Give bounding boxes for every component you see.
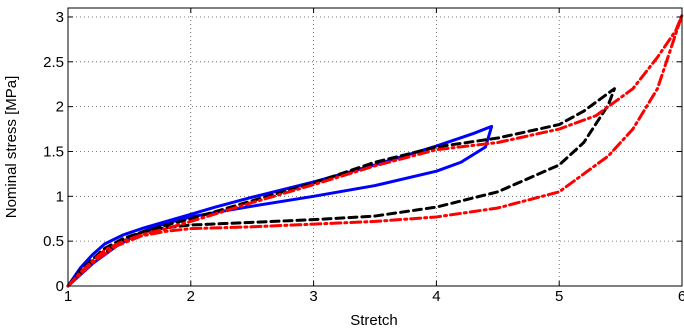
x-tick-label: 4 [432,288,440,305]
y-tick-label: 0.5 [43,233,64,250]
x-tick-label: 1 [64,288,72,305]
series-line-solid [66,124,494,288]
plot-frame [67,7,683,287]
plot-background [68,8,682,286]
series-line-dashed [66,87,616,288]
series-line-dashdot [66,13,684,288]
x-axis-label: Stretch [350,312,398,328]
x-tick-label: 2 [187,288,195,305]
y-tick-label: 2 [56,99,64,116]
x-tick-label: 3 [309,288,317,305]
y-tick-label: 3 [56,9,64,26]
y-tick-label: 1 [56,188,64,205]
y-tick-label: 0 [56,278,64,295]
y-tick-label: 2.5 [43,54,64,71]
x-tick-label: 6 [678,288,684,305]
series-lines [66,13,684,288]
axis-ticks: 1 2 3 4 5 6 0 0.5 1 1.5 2 2.5 3 [43,8,684,305]
y-tick-label: 1.5 [43,143,64,160]
y-axis-label: Nominal stress [MPa] [3,76,20,219]
x-tick-label: 5 [555,288,563,305]
